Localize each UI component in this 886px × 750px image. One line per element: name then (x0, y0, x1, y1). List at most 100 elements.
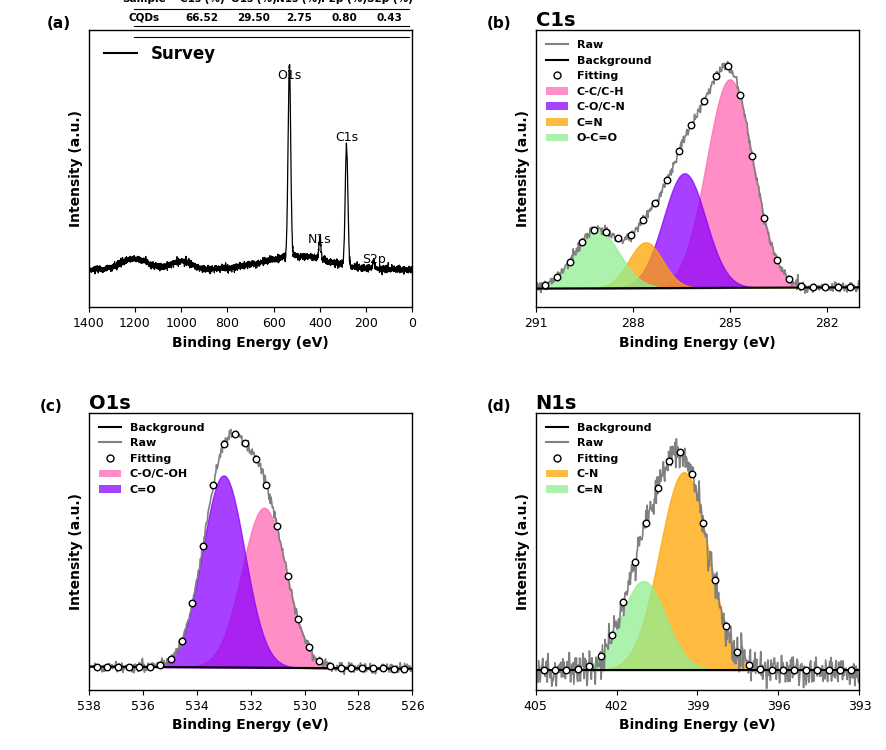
Point (153, 659, 167, 671)
Point (708, 574, 722, 586)
Point (624, 229, 638, 241)
Text: S2p (%): S2p (%) (367, 0, 413, 4)
Point (550, 271, 564, 283)
Text: 29.50: 29.50 (237, 13, 270, 22)
Point (781, 273, 796, 285)
Point (770, 254, 784, 266)
Point (639, 517, 653, 529)
Point (719, 620, 733, 632)
Point (844, 664, 859, 676)
X-axis label: Binding Energy (eV): Binding Energy (eV) (619, 335, 776, 350)
Point (843, 281, 857, 293)
Point (89, 661, 104, 673)
Point (776, 664, 790, 676)
Point (684, 118, 698, 130)
Text: 66.52: 66.52 (185, 13, 219, 22)
Point (238, 437, 253, 449)
Point (164, 652, 178, 664)
Point (730, 646, 744, 658)
Y-axis label: Intensity (a.u.): Intensity (a.u.) (516, 110, 530, 227)
Point (132, 661, 146, 673)
Point (206, 478, 221, 490)
X-axis label: Binding Energy (eV): Binding Energy (eV) (619, 718, 776, 732)
Point (673, 446, 688, 458)
Text: (b): (b) (487, 16, 511, 32)
Point (548, 664, 562, 676)
Y-axis label: Intensity (a.u.): Intensity (a.u.) (516, 493, 530, 610)
Point (587, 224, 601, 236)
Point (765, 664, 779, 676)
Point (563, 256, 577, 268)
Point (753, 663, 767, 675)
Point (249, 453, 263, 465)
Point (696, 517, 711, 529)
Point (582, 660, 596, 672)
X-axis label: Binding Energy (eV): Binding Energy (eV) (172, 335, 329, 350)
Text: C1s: C1s (535, 10, 575, 30)
Point (376, 662, 390, 674)
Text: O1s: O1s (89, 394, 130, 412)
Point (599, 226, 613, 238)
Point (302, 641, 316, 653)
Text: (d): (d) (487, 399, 511, 414)
Text: 0.43: 0.43 (377, 13, 403, 22)
Text: P2p (%): P2p (%) (322, 0, 368, 4)
Point (559, 664, 573, 676)
Point (228, 428, 242, 440)
Point (662, 454, 676, 466)
Point (196, 540, 210, 552)
Point (121, 661, 136, 673)
Point (386, 662, 400, 674)
Point (660, 175, 674, 187)
Point (345, 662, 359, 674)
Point (830, 281, 844, 293)
Point (821, 664, 835, 676)
Point (833, 664, 847, 676)
Point (733, 89, 747, 101)
Point (143, 661, 157, 673)
Point (758, 212, 772, 224)
Point (270, 520, 284, 532)
Point (260, 478, 274, 490)
Point (594, 650, 608, 662)
Legend: Background, Raw, Fitting, C-O/C-OH, C=O: Background, Raw, Fitting, C-O/C-OH, C=O (94, 419, 209, 500)
Point (635, 214, 649, 226)
Point (806, 281, 820, 293)
Point (709, 70, 723, 82)
Point (627, 556, 641, 568)
Point (355, 662, 369, 674)
Point (672, 145, 687, 157)
Point (313, 656, 327, 668)
Point (721, 60, 735, 72)
Point (742, 658, 756, 670)
Point (788, 664, 802, 676)
X-axis label: Binding Energy (eV): Binding Energy (eV) (172, 718, 329, 732)
Point (334, 662, 348, 674)
Point (617, 596, 631, 608)
Text: 2.75: 2.75 (286, 13, 312, 22)
Point (397, 662, 411, 674)
Point (745, 150, 759, 162)
Legend: Survey: Survey (97, 38, 222, 70)
Point (798, 664, 812, 676)
Point (648, 197, 662, 209)
Point (111, 661, 125, 673)
Point (611, 232, 626, 244)
Point (819, 281, 833, 293)
Text: S2p: S2p (361, 254, 385, 266)
Point (571, 663, 585, 675)
Text: (a): (a) (46, 16, 71, 32)
Point (281, 569, 295, 581)
Text: CQDs: CQDs (128, 13, 159, 22)
Point (537, 664, 551, 676)
Point (365, 662, 379, 674)
Point (810, 664, 824, 676)
Y-axis label: Intensity (a.u.): Intensity (a.u.) (69, 110, 83, 227)
Y-axis label: Intensity (a.u.): Intensity (a.u.) (69, 493, 83, 610)
Point (794, 280, 808, 292)
Text: N1s: N1s (308, 232, 332, 245)
Point (650, 482, 664, 494)
Point (323, 660, 338, 672)
Point (100, 661, 114, 673)
Point (696, 95, 711, 107)
